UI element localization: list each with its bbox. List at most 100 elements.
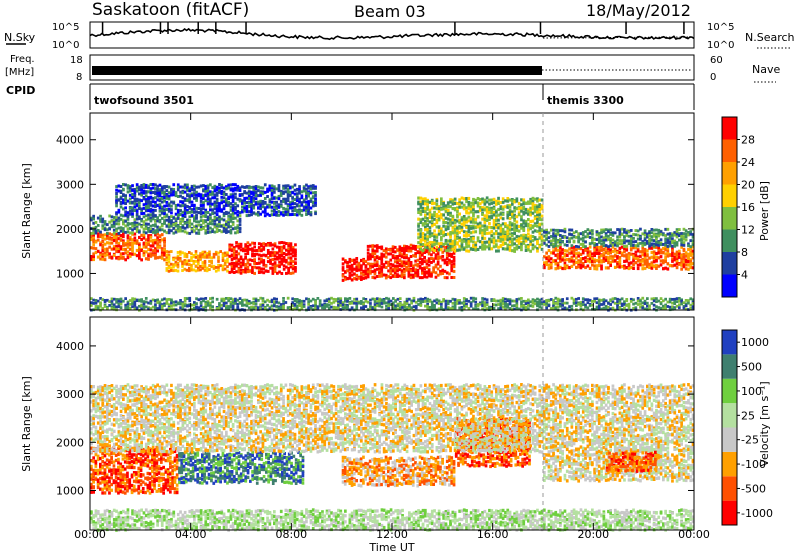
heatmap-cell — [531, 300, 535, 303]
heatmap-cell — [270, 298, 274, 302]
heatmap-cell — [604, 238, 608, 242]
heatmap-cell — [398, 304, 402, 308]
heatmap-cell — [156, 216, 159, 220]
heatmap-cell — [213, 225, 217, 229]
heatmap-cell — [396, 261, 399, 265]
heatmap-cell — [536, 229, 539, 233]
heatmap-cell — [513, 222, 516, 226]
heatmap-cell — [142, 236, 146, 240]
heatmap-cell — [172, 307, 176, 311]
heatmap-cell — [414, 254, 417, 258]
heatmap-cell — [277, 194, 281, 198]
heatmap-cell — [421, 253, 424, 257]
heatmap-cell — [568, 305, 571, 308]
heatmap-cell — [235, 244, 238, 248]
heatmap-cell — [511, 223, 514, 227]
heatmap-cell — [225, 226, 228, 230]
heatmap-cell — [392, 305, 395, 309]
heatmap-cell — [561, 304, 564, 307]
heatmap-cell — [543, 300, 546, 303]
heatmap-cell — [193, 215, 196, 219]
heatmap-cell — [449, 211, 452, 215]
heatmap-cell — [460, 216, 464, 220]
heatmap-cell — [572, 262, 576, 266]
heatmap-cell — [140, 248, 143, 252]
heatmap-cell — [417, 241, 420, 245]
heatmap-cell — [278, 254, 281, 258]
heatmap-cell — [94, 299, 98, 302]
heatmap-cell — [138, 198, 141, 202]
heatmap-cell — [452, 265, 456, 269]
heatmap-cell — [170, 301, 173, 305]
heatmap-cell — [664, 243, 667, 247]
heatmap-cell — [183, 190, 187, 194]
heatmap-cell — [229, 205, 233, 209]
heatmap-cell — [609, 256, 612, 260]
heatmap-cell — [513, 206, 516, 210]
heatmap-cell — [144, 245, 148, 249]
heatmap-cell — [251, 247, 254, 251]
heatmap-cell — [435, 212, 439, 216]
heatmap-cell — [652, 242, 656, 246]
heatmap-cell — [540, 198, 544, 202]
heatmap-cell — [511, 237, 514, 241]
heatmap-cell — [682, 227, 686, 231]
heatmap-cell — [231, 227, 235, 231]
heatmap-cell — [257, 268, 261, 272]
heatmap-cell — [108, 453, 111, 457]
heatmap-cell — [563, 306, 567, 310]
nave-tick-bottom: 0 — [710, 72, 716, 83]
heatmap-cell — [428, 211, 432, 215]
heatmap-cell — [277, 210, 281, 214]
heatmap-cell — [554, 296, 558, 300]
heatmap-cell — [467, 244, 471, 248]
heatmap-cell — [600, 245, 603, 249]
heatmap-cell — [94, 301, 98, 305]
heatmap-cell — [243, 206, 246, 210]
heatmap-cell — [579, 242, 583, 246]
heatmap-cell — [225, 187, 228, 191]
heatmap-cell — [103, 471, 107, 476]
heatmap-cell — [239, 268, 243, 272]
heatmap-cell — [266, 205, 269, 209]
heatmap-cell — [485, 206, 489, 210]
heatmap-cell — [318, 304, 322, 308]
heatmap-cell — [222, 229, 226, 233]
heatmap-cell — [202, 306, 205, 309]
heatmap-cell — [190, 259, 193, 262]
heatmap-cell — [666, 254, 670, 258]
heatmap-cell — [108, 487, 111, 491]
heatmap-cell — [504, 224, 507, 228]
heatmap-cell — [643, 266, 647, 270]
heatmap-cell — [92, 233, 95, 237]
heatmap-cell — [112, 297, 116, 301]
heatmap-cell — [659, 238, 663, 242]
heatmap-cell — [115, 232, 118, 236]
heatmap-cell — [460, 301, 464, 305]
heatmap-cell — [556, 252, 560, 256]
heatmap-cell — [117, 298, 121, 301]
heatmap-cell — [446, 221, 450, 225]
heatmap-cell — [126, 211, 130, 215]
heatmap-cell — [101, 233, 105, 237]
heatmap-cell — [179, 306, 182, 310]
heatmap-cell — [92, 456, 95, 460]
heatmap-cell — [112, 245, 116, 249]
heatmap-cell — [531, 196, 535, 200]
heatmap-cell — [115, 185, 118, 189]
heatmap-cell — [307, 191, 310, 195]
heatmap-cell — [577, 302, 580, 306]
heatmap-cell — [360, 271, 363, 275]
heatmap-cell — [165, 298, 169, 301]
heatmap-cell — [641, 246, 645, 250]
heatmap-cell — [252, 211, 256, 215]
heatmap-cell — [188, 266, 191, 270]
heatmap-cell — [492, 303, 496, 307]
heatmap-cell — [577, 245, 580, 249]
heatmap-cell — [520, 224, 523, 228]
heatmap-cell — [492, 213, 496, 217]
heatmap-cell — [309, 187, 313, 191]
heatmap-cell — [389, 252, 393, 256]
heatmap-cell — [147, 234, 150, 238]
heatmap-cell — [378, 302, 381, 305]
